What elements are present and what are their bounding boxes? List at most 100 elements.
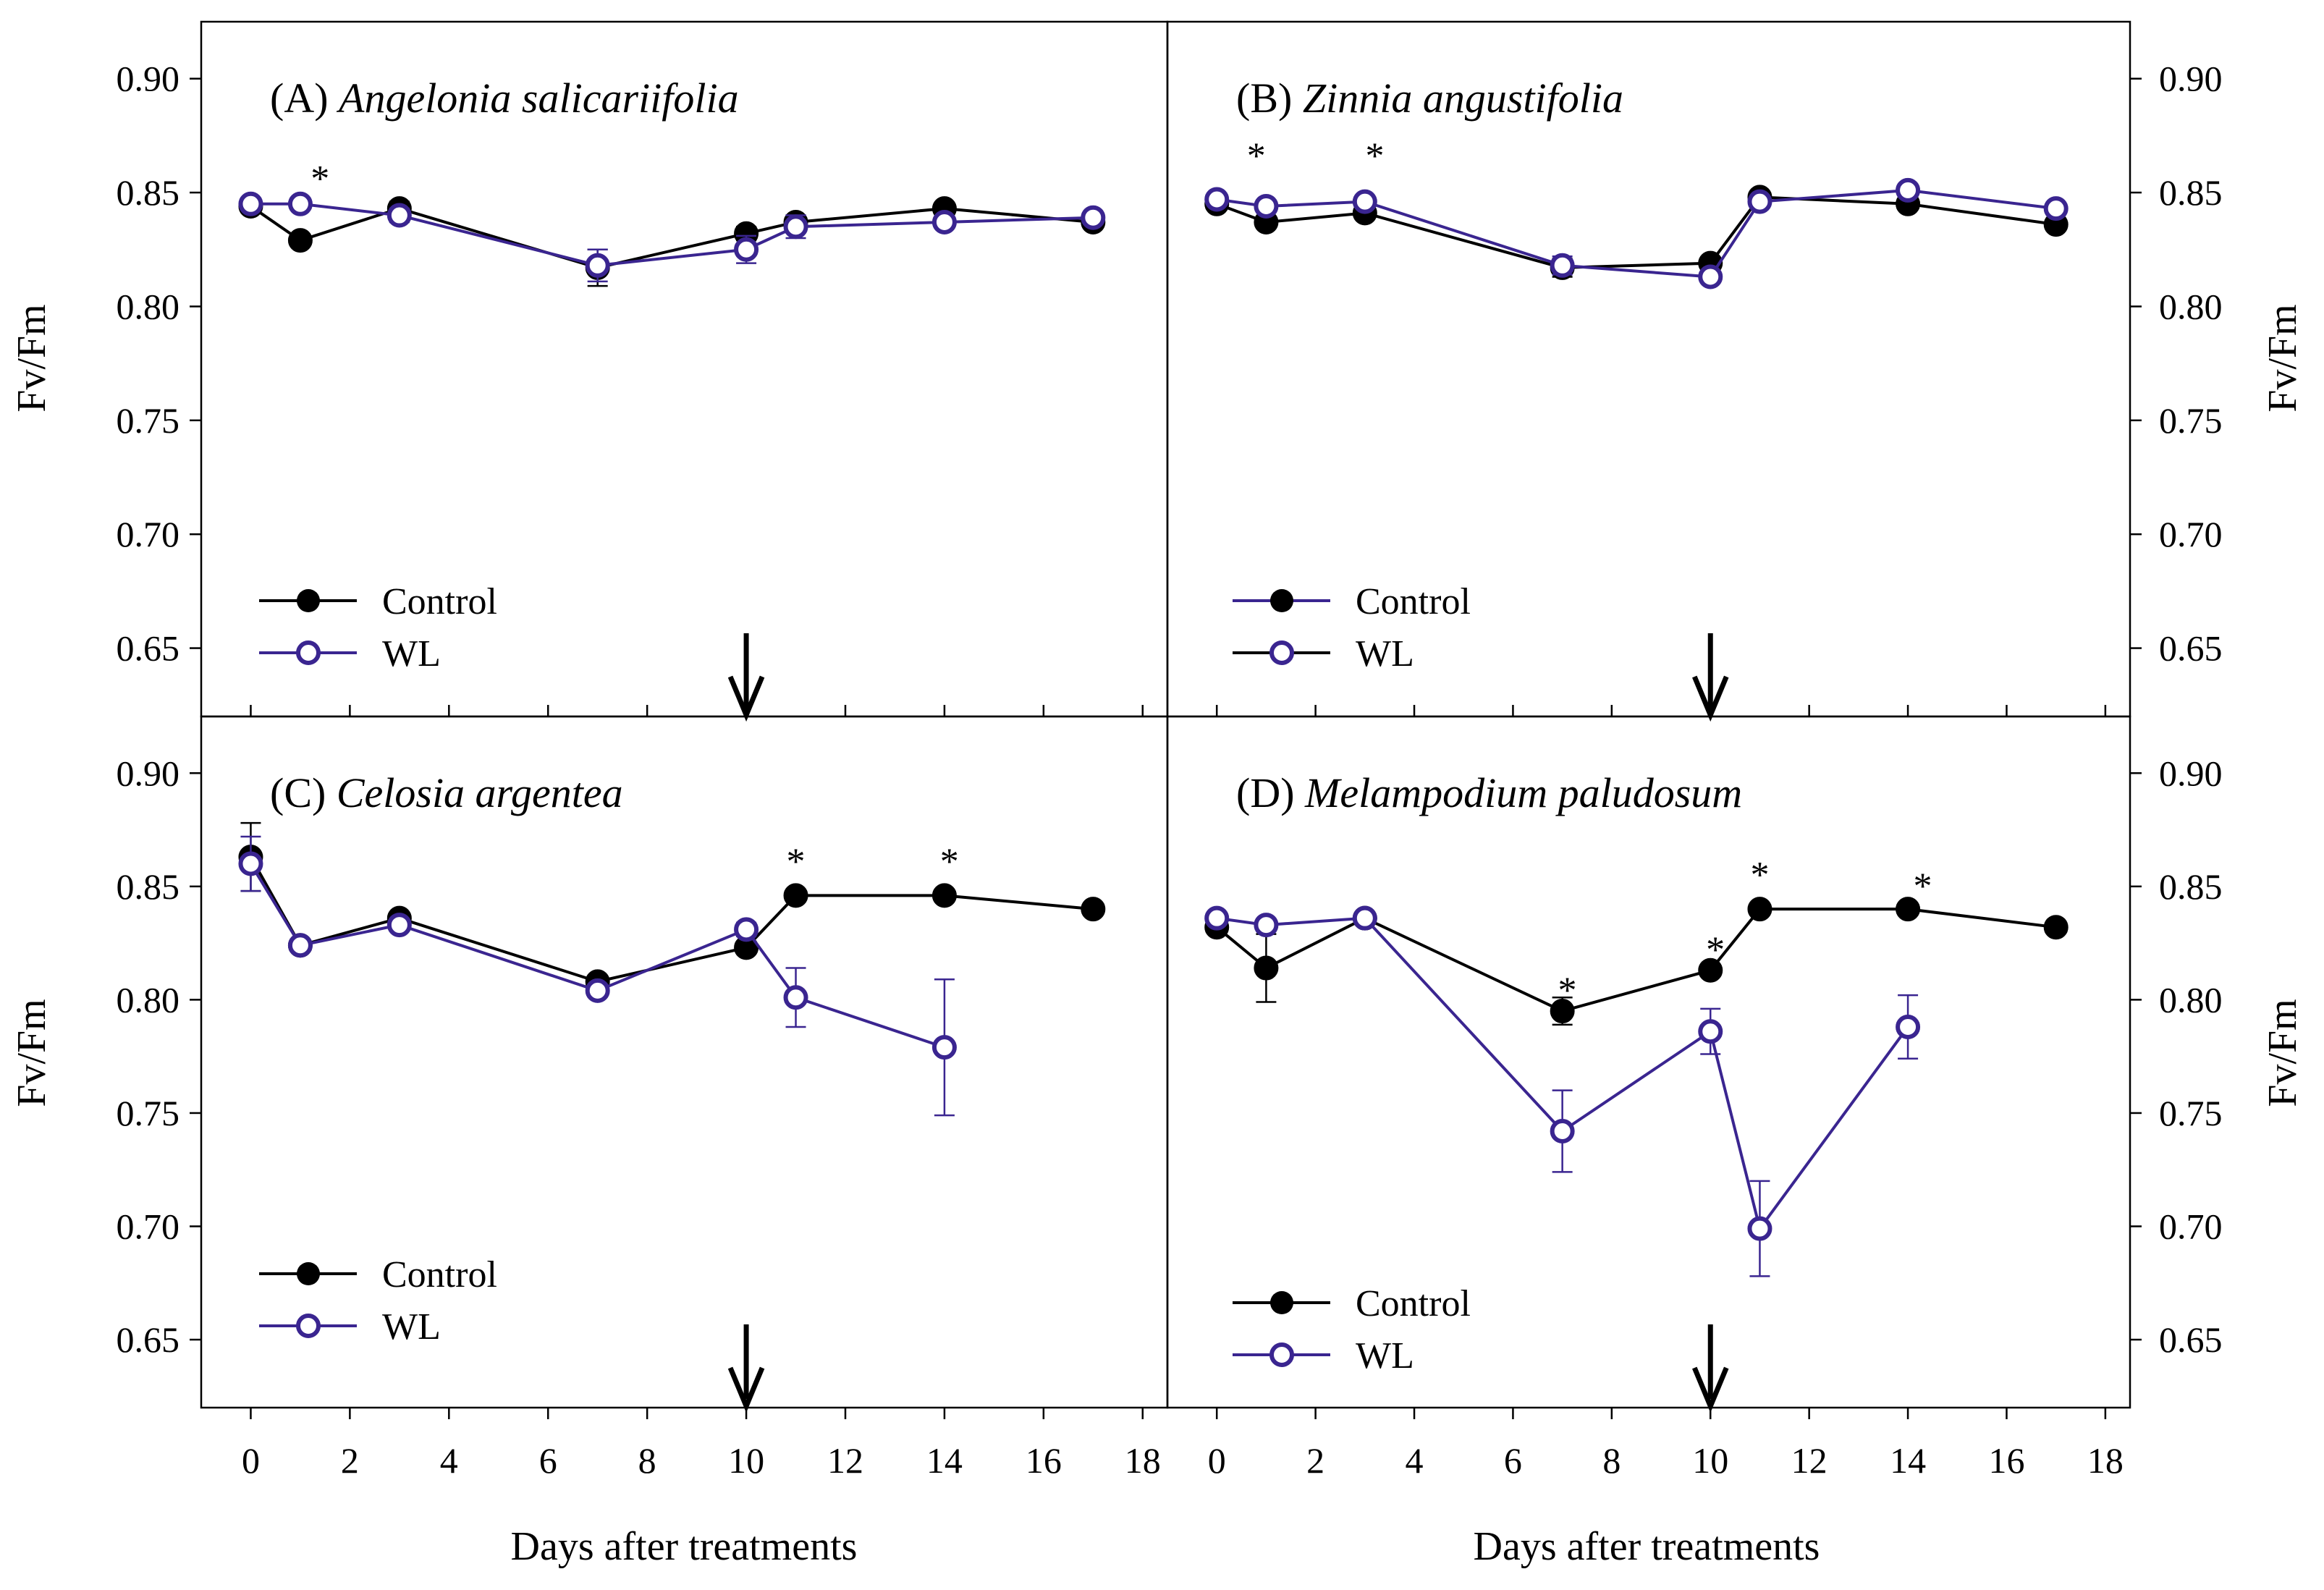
data-point [238, 851, 263, 876]
species-name: Angelonia salicariifolia [336, 75, 739, 122]
x-tick-label: 6 [1504, 1440, 1522, 1481]
x-tick-label: 14 [1890, 1440, 1926, 1481]
data-point [1550, 253, 1575, 278]
x-axis-title-right: Days after treatments [1474, 1524, 1820, 1569]
y-tick-label: 0.75 [117, 400, 180, 441]
legend-label: WL [1356, 633, 1414, 675]
x-tick-label: 10 [1692, 1440, 1728, 1481]
legend: Control WL [1233, 1283, 1471, 1377]
data-point [1896, 1014, 1921, 1039]
significance-star: * [1365, 136, 1384, 177]
legend: Control WL [259, 1254, 497, 1348]
series-wl [1204, 177, 2069, 289]
y-tick-label: 0.70 [2159, 514, 2223, 554]
x-tick-label: 10 [728, 1440, 764, 1481]
species-name: Melampodium paludosum [1304, 769, 1742, 816]
data-point [238, 191, 263, 216]
legend-label: WL [382, 1306, 441, 1348]
y-axis-title-bottom-right: Fv/Fm [2260, 999, 2305, 1107]
panel-title: (A) Angelonia salicariifolia [270, 75, 739, 122]
data-point [585, 978, 610, 1003]
data-point [1254, 193, 1279, 219]
y-tick-label: 0.80 [117, 979, 180, 1020]
y-tick-label: 0.65 [117, 628, 180, 669]
x-tick-label: 16 [1988, 1440, 2024, 1481]
data-point [1204, 905, 1230, 931]
x-tick-label: 14 [926, 1440, 963, 1481]
data-point [287, 933, 313, 958]
x-tick-label: 2 [341, 1440, 359, 1481]
data-point [287, 191, 313, 216]
data-point [1081, 897, 1106, 922]
y-tick-label: 0.90 [2159, 59, 2223, 99]
y-axis-title-bottom-left: Fv/Fm [9, 999, 54, 1107]
x-tick-label: 6 [539, 1440, 557, 1481]
legend-label: Control [1356, 1283, 1471, 1324]
significance-star: * [310, 158, 329, 200]
x-tick-label: 8 [638, 1440, 656, 1481]
x-tick-label: 0 [242, 1440, 260, 1481]
y-tick-label: 0.75 [2159, 400, 2223, 441]
data-point [2043, 196, 2069, 221]
y-tick-label: 0.65 [117, 1319, 180, 1360]
y-tick-label: 0.80 [2159, 979, 2223, 1020]
y-tick-label: 0.85 [117, 866, 180, 907]
y-tick-label: 0.75 [117, 1093, 180, 1133]
data-point [1352, 189, 1377, 214]
data-point [734, 237, 759, 262]
y-tick-label: 0.90 [2159, 753, 2223, 793]
data-point [734, 917, 759, 942]
data-point [783, 985, 808, 1010]
legend-marker [297, 589, 320, 612]
legend-marker [1269, 640, 1294, 665]
data-point [1698, 1019, 1723, 1044]
y-tick-label: 0.65 [2159, 628, 2223, 669]
panel-a: 0.65 0.70 0.75 0.80 0.85 0.90 (A) Angelonia sa… [117, 20, 1169, 722]
data-point [1896, 177, 1921, 203]
x-tick-label: 12 [1791, 1440, 1827, 1481]
series-line [250, 202, 1094, 267]
series-line [1215, 908, 2056, 1013]
y-tick-label: 0.85 [2159, 866, 2223, 907]
panel-frame [1166, 715, 2131, 1409]
data-point [1698, 264, 1723, 289]
data-point [386, 913, 412, 938]
y-axis-title-top-right: Fv/Fm [2260, 304, 2305, 412]
data-point [1747, 897, 1772, 922]
y-tick-label: 0.85 [117, 172, 180, 213]
series-wl [238, 191, 1106, 283]
y-tick-label: 0.70 [2159, 1206, 2223, 1247]
data-point [386, 203, 412, 228]
y-tick-label: 0.85 [2159, 172, 2223, 213]
x-axis-title-left: Days after treatments [511, 1524, 858, 1569]
legend-marker [1270, 589, 1293, 612]
panel-label: (B) [1236, 75, 1303, 122]
data-point [1747, 1216, 1772, 1241]
y-tick-label: 0.70 [117, 1206, 180, 1247]
legend: Control WL [1233, 581, 1471, 675]
significance-star: * [1914, 866, 1932, 908]
panel-title: (B) Zinnia angustifolia [1236, 75, 1623, 122]
legend: Control WL [259, 581, 497, 675]
data-point [1254, 955, 1279, 981]
x-tick-label: 16 [1026, 1440, 1062, 1481]
significance-star: * [1247, 136, 1266, 177]
data-point [1550, 999, 1575, 1024]
legend-label: Control [1356, 581, 1471, 622]
significance-star: * [1706, 929, 1725, 971]
y-tick-label: 0.75 [2159, 1093, 2223, 1133]
data-point [931, 883, 957, 908]
data-point [931, 209, 957, 234]
data-point [1204, 187, 1230, 212]
series-line [250, 205, 1094, 270]
legend-label: WL [382, 633, 441, 675]
y-tick-label: 0.70 [117, 514, 180, 554]
legend-label: Control [382, 581, 497, 622]
panel-label: (A) [270, 75, 339, 122]
data-point [2043, 915, 2069, 940]
x-tick-label: 8 [1602, 1440, 1621, 1481]
data-point [1698, 957, 1723, 983]
legend-marker [296, 1314, 321, 1338]
